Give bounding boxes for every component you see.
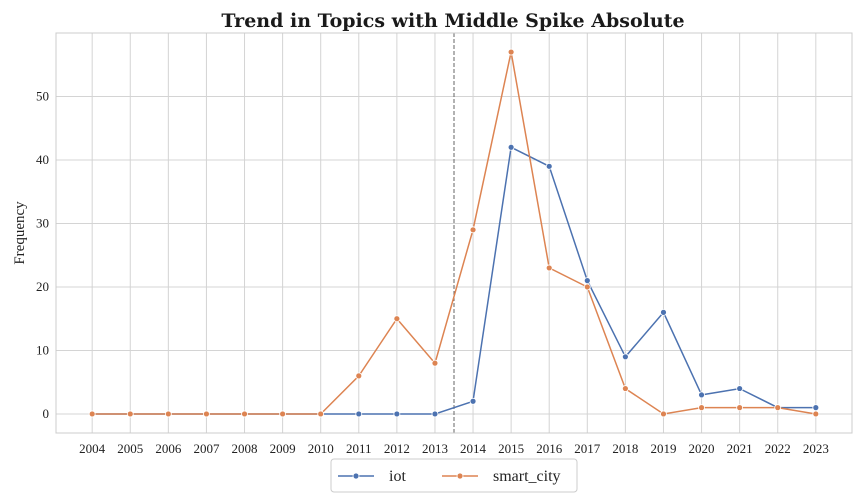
data-point-iot (583, 277, 591, 285)
x-tick-label: 2007 (193, 441, 220, 456)
data-point-smart_city (203, 410, 210, 418)
data-point-iot (660, 308, 667, 316)
grid-lines (56, 33, 852, 433)
y-axis-label: Frequency (12, 201, 28, 265)
data-point-iot (545, 162, 553, 170)
x-tick-label: 2006 (155, 441, 182, 456)
data-point-iot (698, 391, 705, 399)
data-point-smart_city (431, 359, 439, 367)
x-tick-label: 2012 (384, 441, 410, 456)
data-point-iot (393, 410, 401, 418)
x-tick-label: 2021 (727, 441, 753, 456)
data-point-smart_city (469, 226, 477, 234)
data-point-smart_city (88, 410, 96, 418)
data-point-smart_city (241, 410, 248, 418)
data-point-smart_city (126, 410, 134, 418)
x-tick-label: 2019 (650, 441, 676, 456)
series-smart_city (88, 48, 820, 418)
series-line-smart_city (92, 51, 816, 415)
x-tick-label: 2009 (270, 441, 296, 456)
data-point-smart_city (355, 372, 363, 380)
legend-item-iot: iot (338, 468, 406, 485)
y-tick-labels: 0 10 20 30 40 50 (36, 88, 49, 420)
plot-frame (55, 32, 853, 434)
data-point-smart_city (393, 315, 401, 323)
data-point-smart_city (812, 410, 820, 418)
x-tick-label: 2017 (574, 441, 601, 456)
data-point-smart_city (507, 48, 515, 56)
data-point-smart_city (774, 404, 782, 412)
x-tick-label: 2014 (460, 441, 487, 456)
series-layer (88, 48, 820, 418)
x-tick-label: 2013 (422, 441, 448, 456)
x-tick-label: 2008 (232, 441, 258, 456)
legend: iot smart_city (330, 458, 578, 493)
x-tick-label: 2011 (346, 441, 372, 456)
data-point-iot (621, 353, 629, 361)
x-tick-label: 2018 (612, 441, 638, 456)
x-tick-label: 2010 (308, 441, 334, 456)
data-point-smart_city (164, 410, 172, 418)
y-tick-label: 0 (43, 406, 50, 421)
data-point-smart_city (545, 264, 553, 272)
data-point-iot (469, 397, 477, 405)
data-point-smart_city (736, 404, 744, 412)
y-tick-label: 50 (36, 88, 49, 103)
data-point-smart_city (317, 410, 325, 418)
x-tick-label: 2023 (803, 441, 829, 456)
x-tick-labels: 2004 2005 2006 2007 2008 2009 2010 2011 2012 2013… (79, 441, 829, 456)
data-point-smart_city (621, 385, 629, 392)
data-point-iot (812, 404, 820, 412)
data-point-iot (507, 143, 515, 151)
legend-marker (456, 472, 464, 480)
legend-label: smart_city (493, 468, 561, 485)
data-point-smart_city (660, 410, 667, 418)
data-point-iot (355, 410, 363, 418)
data-point-iot (431, 410, 439, 418)
x-tick-label: 2016 (536, 441, 563, 456)
y-tick-label: 10 (36, 342, 49, 357)
data-point-smart_city (279, 410, 287, 418)
legend-marker (352, 472, 360, 480)
y-tick-label: 40 (36, 152, 49, 167)
x-tick-label: 2022 (765, 441, 791, 456)
legend-label: iot (389, 468, 406, 485)
x-tick-label: 2004 (79, 441, 106, 456)
x-tick-label: 2005 (117, 441, 143, 456)
data-point-smart_city (698, 404, 705, 412)
x-tick-label: 2020 (689, 441, 715, 456)
legend-item-smart_city: smart_city (442, 468, 561, 485)
y-tick-label: 20 (36, 279, 49, 294)
data-point-smart_city (583, 283, 591, 291)
chart-title: Trend in Topics with Middle Spike Absolu… (221, 10, 684, 32)
y-tick-label: 30 (36, 215, 49, 230)
x-tick-label: 2015 (498, 441, 524, 456)
data-point-iot (736, 385, 744, 392)
